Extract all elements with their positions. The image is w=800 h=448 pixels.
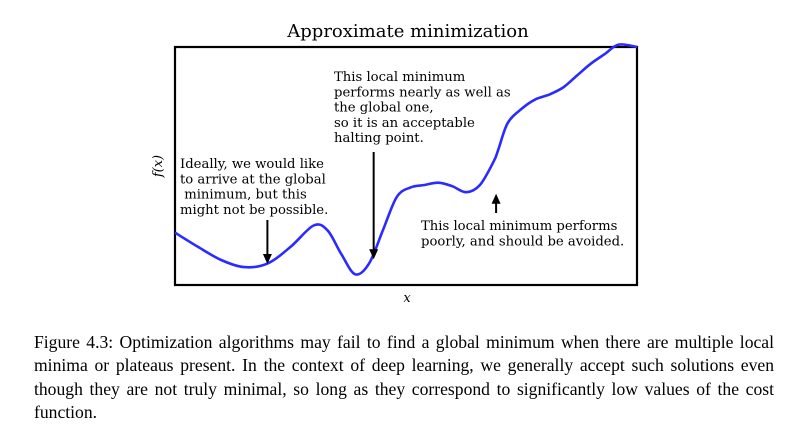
arrow-head <box>369 249 379 260</box>
plot-area <box>173 45 639 287</box>
annotation-text: This local minimum performs nearly as wel… <box>334 70 511 146</box>
optimization-figure: Approximate minimization x f(x) Ideally,… <box>151 21 639 306</box>
y-axis-label: f(x) <box>151 155 166 178</box>
annotation-text: Ideally, we would like to arrive at the g… <box>180 157 328 218</box>
x-axis-label: x <box>403 291 411 306</box>
annotations-layer: Ideally, we would like to arrive at the g… <box>180 70 624 264</box>
figure-caption: Figure 4.3: Optimization algorithms may … <box>34 332 774 423</box>
chart-title: Approximate minimization <box>286 21 529 42</box>
annotation-text: This local minimum performs poorly, and s… <box>421 219 624 249</box>
arrow-head <box>491 193 501 204</box>
series-line <box>174 43 638 276</box>
arrow-head <box>262 253 272 264</box>
